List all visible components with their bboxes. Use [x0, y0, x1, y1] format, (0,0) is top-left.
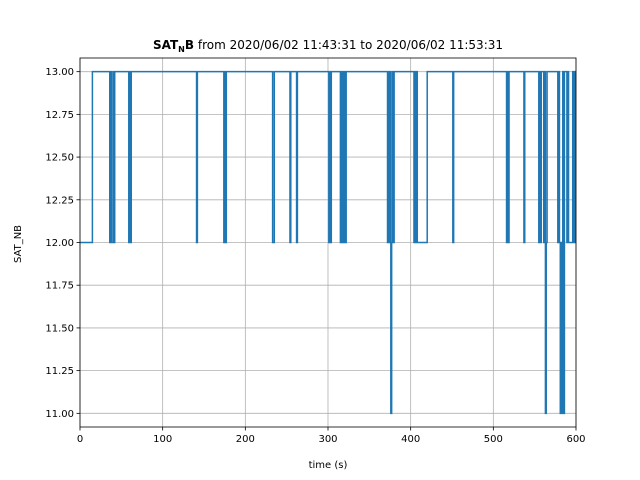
y-tick-label: 11.50 [45, 323, 74, 334]
y-tick-label: 12.25 [45, 195, 74, 206]
x-tick-label: 400 [401, 434, 420, 445]
y-axis-label: SAT_NB [13, 225, 24, 263]
y-tick-label: 12.50 [45, 153, 74, 164]
series-line [80, 70, 576, 415]
x-tick-label: 300 [318, 434, 337, 445]
series [80, 70, 576, 415]
x-tick-label: 0 [77, 434, 83, 445]
x-tick-label: 100 [153, 434, 172, 445]
y-tick-label: 11.25 [45, 366, 74, 377]
x-axis: 0 100 200 300 400 500 600 [77, 427, 586, 445]
chart-title: SATNB from 2020/06/02 11:43:31 to 2020/0… [153, 38, 503, 54]
x-tick-label: 200 [236, 434, 255, 445]
x-axis-label: time (s) [309, 460, 348, 471]
y-tick-label: 13.00 [45, 67, 74, 78]
x-tick-label: 500 [484, 434, 503, 445]
y-tick-label: 12.75 [45, 110, 74, 121]
grid [79, 58, 577, 427]
y-tick-label: 11.00 [45, 409, 74, 420]
y-tick-label: 12.00 [45, 238, 74, 249]
x-tick-label: 600 [566, 434, 585, 445]
y-tick-label: 11.75 [45, 281, 74, 292]
y-axis: 11.00 11.25 11.50 11.75 12.00 12.25 12.50 12.75… [45, 67, 80, 420]
